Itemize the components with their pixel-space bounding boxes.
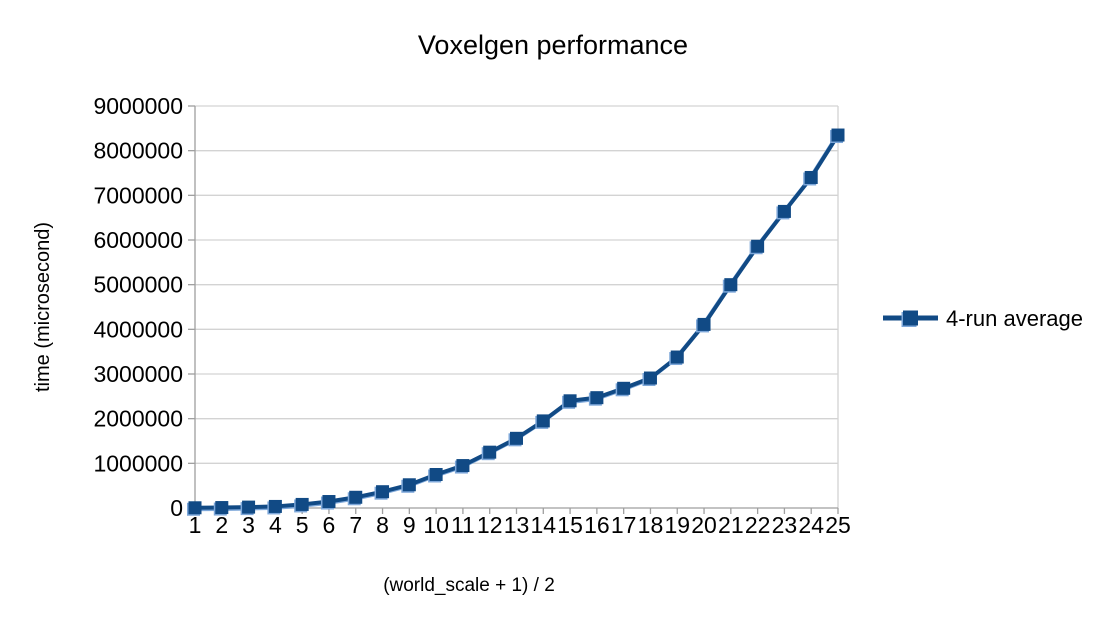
data-point-marker [724, 278, 738, 292]
x-tick-label: 10 [423, 512, 449, 538]
x-tick-label: 24 [798, 512, 824, 538]
y-tick-label: 1000000 [93, 450, 183, 476]
y-axis-title: time (microsecond) [32, 221, 54, 393]
legend-group: 4-run average [883, 306, 1083, 331]
data-point-marker [751, 239, 765, 253]
y-tick-label: 4000000 [93, 316, 183, 342]
data-point-marker [242, 500, 256, 514]
x-tick-label: 1 [189, 512, 202, 538]
data-point-marker [697, 317, 711, 331]
x-tick-label: 14 [530, 512, 556, 538]
y-tick-label: 0 [170, 495, 183, 521]
x-tick-label: 17 [611, 512, 637, 538]
data-point-marker [402, 478, 416, 492]
data-point-marker [831, 128, 845, 142]
x-tick-label: 23 [772, 512, 798, 538]
x-tick-label: 25 [825, 512, 851, 538]
series-line-shadow [193, 135, 839, 512]
y-tick-label: 8000000 [93, 138, 183, 164]
x-tick-label: 20 [691, 512, 717, 538]
x-tick-label: 4 [269, 512, 282, 538]
x-tick-label: 12 [477, 512, 503, 538]
x-tick-label: 9 [403, 512, 416, 538]
y-tick-label: 5000000 [93, 272, 183, 298]
x-tick-label: 19 [664, 512, 690, 538]
x-tick-label: 7 [349, 512, 362, 538]
x-tick-label: 16 [584, 512, 610, 538]
data-point-marker [322, 495, 336, 509]
y-tick-label: 2000000 [93, 406, 183, 432]
series-group [187, 128, 845, 516]
data-point-marker [804, 170, 818, 184]
data-point-marker [456, 459, 470, 473]
y-tick-label: 3000000 [93, 361, 183, 387]
data-point-marker [188, 501, 202, 515]
data-point-marker [617, 381, 631, 395]
x-axis-group: 1 2 3 4 5 6 7 8 9 10 11 12 13 14 15 16 17 18 19 20 21 22 23 24 2… [189, 507, 851, 538]
x-tick-label: 15 [557, 512, 583, 538]
data-point-marker [536, 414, 550, 428]
series-line [194, 133, 840, 510]
y-tick-label: 6000000 [93, 227, 183, 253]
x-tick-label: 13 [504, 512, 530, 538]
x-tick-label: 18 [638, 512, 664, 538]
data-point-marker [483, 445, 497, 459]
data-point-marker [349, 490, 363, 504]
y-tick-label: 7000000 [93, 182, 183, 208]
data-point-marker [429, 468, 443, 481]
gridlines-group [195, 105, 839, 508]
data-point-marker [563, 394, 577, 408]
x-tick-label: 22 [745, 512, 771, 538]
data-point-marker [376, 485, 390, 499]
legend-marker [903, 310, 918, 326]
data-point-marker [295, 497, 309, 511]
x-tick-label: 8 [376, 512, 389, 538]
data-point-marker [590, 391, 604, 405]
data-point-marker [777, 204, 791, 218]
x-tick-label: 21 [718, 512, 744, 538]
y-axis-group: 0 1000000 2000000 3000000 4000000 5000000 6000… [93, 93, 196, 521]
x-axis-title: (world_scale + 1) / 2 [383, 575, 555, 596]
x-tick-label: 6 [323, 512, 336, 538]
data-point-marker [268, 499, 282, 513]
x-tick-label: 3 [242, 512, 255, 538]
data-point-marker [670, 350, 684, 364]
y-tick-label: 9000000 [93, 93, 183, 119]
data-point-marker [215, 501, 229, 515]
chart-title: Voxelgen performance [417, 30, 689, 60]
x-tick-label: 2 [215, 512, 228, 538]
x-tick-label: 11 [451, 512, 475, 538]
x-tick-label: 5 [296, 512, 309, 538]
data-point-marker [643, 371, 657, 385]
legend-label: 4-run average [946, 306, 1083, 331]
data-point-marker [510, 431, 523, 445]
